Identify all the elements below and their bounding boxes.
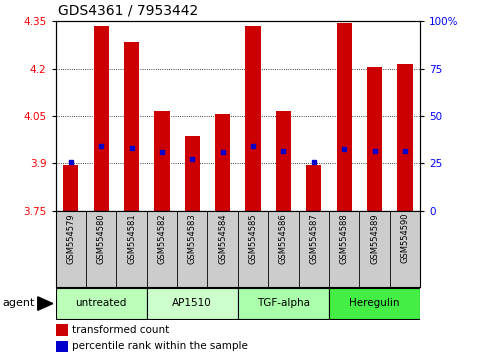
Text: GSM554587: GSM554587 (309, 213, 318, 264)
Polygon shape (38, 297, 53, 310)
Text: GSM554584: GSM554584 (218, 213, 227, 263)
Text: GSM554590: GSM554590 (400, 213, 410, 263)
Text: untreated: untreated (75, 298, 127, 308)
Text: GSM554586: GSM554586 (279, 213, 288, 264)
Bar (329, 289, 420, 319)
Text: GSM554583: GSM554583 (188, 213, 197, 264)
Text: GSM554580: GSM554580 (97, 213, 106, 263)
Text: transformed count: transformed count (72, 325, 170, 335)
Text: GSM554589: GSM554589 (370, 213, 379, 263)
Text: percentile rank within the sample: percentile rank within the sample (72, 342, 248, 352)
Bar (63, 165, 78, 211)
Bar (94, 26, 109, 211)
Text: GSM554588: GSM554588 (340, 213, 349, 264)
Bar (56, 341, 68, 352)
Bar (398, 64, 412, 211)
Bar (245, 26, 261, 211)
Bar (56, 289, 147, 319)
Bar (124, 42, 139, 211)
Text: GSM554579: GSM554579 (66, 213, 75, 263)
Text: AP1510: AP1510 (172, 298, 212, 308)
Bar (185, 136, 200, 211)
Text: GSM554582: GSM554582 (157, 213, 167, 263)
Bar (215, 114, 230, 211)
Text: TGF-alpha: TGF-alpha (257, 298, 310, 308)
Bar (367, 67, 382, 211)
Bar (306, 165, 322, 211)
Bar (147, 289, 238, 319)
Text: GSM554581: GSM554581 (127, 213, 136, 263)
Text: agent: agent (2, 298, 35, 308)
Text: GSM554585: GSM554585 (249, 213, 257, 263)
Bar (238, 289, 329, 319)
Bar (337, 23, 352, 211)
Bar (154, 111, 170, 211)
Text: Heregulin: Heregulin (349, 298, 400, 308)
Bar (276, 111, 291, 211)
Bar (56, 324, 68, 336)
Text: GDS4361 / 7953442: GDS4361 / 7953442 (58, 4, 198, 18)
